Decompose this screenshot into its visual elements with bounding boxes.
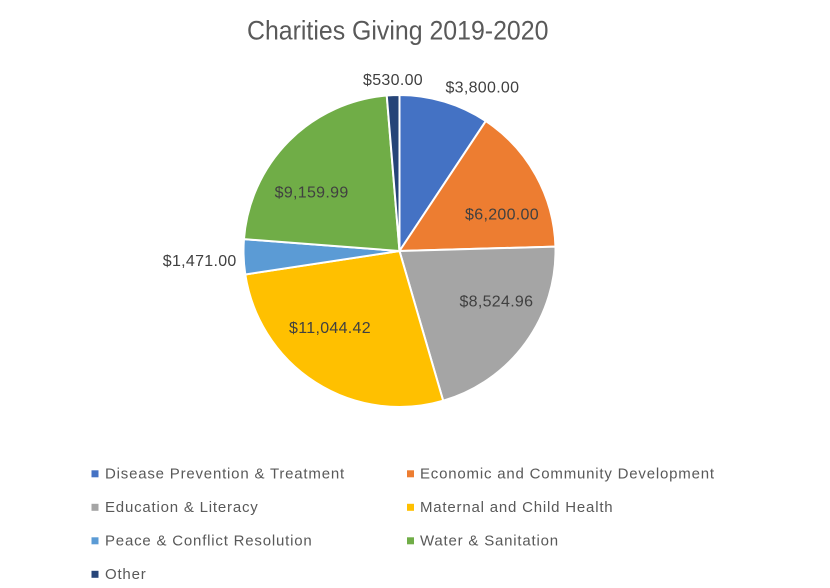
svg-text:$11,044.42: $11,044.42 xyxy=(289,320,371,337)
svg-text:Charities Giving 2019-2020: Charities Giving 2019-2020 xyxy=(247,15,548,46)
svg-text:Disease Prevention & Treatment: Disease Prevention & Treatment xyxy=(105,466,345,483)
svg-text:Economic and Community Develop: Economic and Community Development xyxy=(420,466,715,483)
svg-text:Maternal and Child Health: Maternal and Child Health xyxy=(420,499,613,516)
svg-text:Other: Other xyxy=(105,566,147,583)
svg-text:Water & Sanitation: Water & Sanitation xyxy=(420,533,559,550)
svg-text:$9,159.99: $9,159.99 xyxy=(275,185,349,202)
svg-text:Peace & Conflict Resolution: Peace & Conflict Resolution xyxy=(105,533,313,550)
svg-text:$6,200.00: $6,200.00 xyxy=(465,207,539,224)
svg-text:$530.00: $530.00 xyxy=(363,72,423,89)
svg-text:Education & Literacy: Education & Literacy xyxy=(105,499,259,516)
svg-text:$3,800.00: $3,800.00 xyxy=(445,80,519,97)
svg-text:$8,524.96: $8,524.96 xyxy=(459,294,533,311)
svg-text:$1,471.00: $1,471.00 xyxy=(163,253,237,270)
